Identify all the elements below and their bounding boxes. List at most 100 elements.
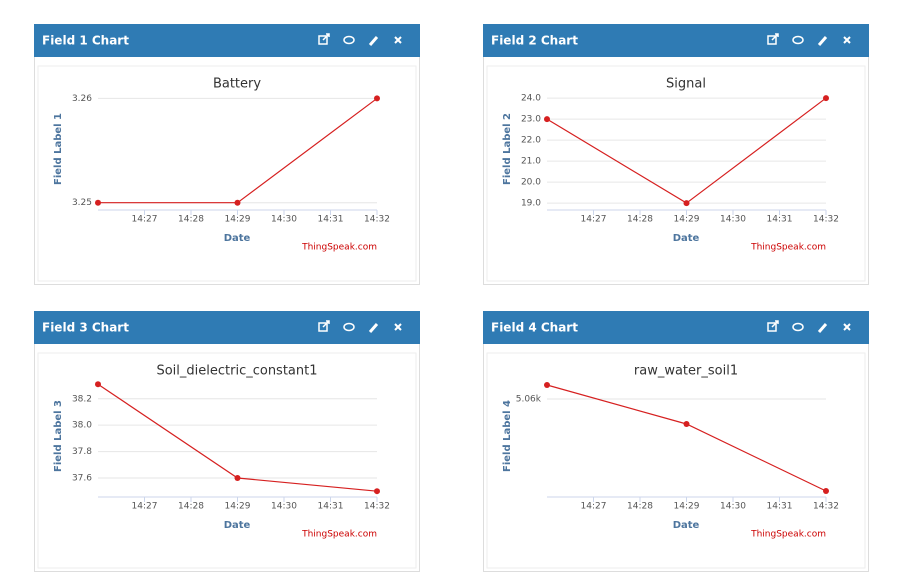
x-tick-label: 14:30 [720, 215, 746, 225]
y-tick-label: 3.25 [72, 198, 92, 208]
close-icon[interactable] [394, 36, 402, 44]
x-tick-label: 14:30 [271, 502, 297, 512]
comment-icon[interactable] [792, 35, 804, 45]
header-icons [318, 320, 402, 333]
data-point [95, 381, 101, 388]
x-axis-label: Date [224, 520, 251, 531]
x-tick-label: 14:31 [767, 502, 793, 512]
edit-icon[interactable] [817, 323, 828, 333]
panel-title: Field 4 Chart [491, 321, 578, 335]
data-point [544, 116, 550, 123]
data-point [823, 95, 829, 102]
panel-title: Field 2 Chart [491, 34, 578, 48]
data-point [683, 421, 690, 427]
y-tick-label: 37.6 [72, 473, 92, 483]
x-tick-label: 14:32 [364, 502, 390, 512]
x-tick-label: 14:29 [225, 502, 251, 512]
y-tick-label: 3.26 [72, 94, 92, 104]
popout-icon[interactable] [318, 322, 328, 332]
credit: ThingSpeak.com [301, 243, 377, 253]
popout-arrow [322, 320, 330, 328]
x-tick-label: 14:31 [318, 502, 344, 512]
x-axis-label: Date [673, 233, 700, 244]
x-tick-label: 14:29 [674, 502, 700, 512]
y-tick-label: 37.8 [72, 447, 92, 457]
chart-title: raw_water_soil1 [634, 364, 738, 379]
panel-header [34, 311, 420, 344]
y-axis-label: Field Label 3 [53, 400, 64, 472]
x-axis-label: Date [673, 520, 700, 531]
data-point [95, 199, 101, 206]
chart-title: Battery [213, 77, 261, 92]
x-tick-label: 14:27 [132, 215, 158, 225]
comment-icon[interactable] [792, 322, 804, 332]
panel-header [483, 24, 869, 57]
y-axis-label: Field Label 4 [502, 400, 513, 472]
x-tick-label: 14:28 [178, 502, 204, 512]
x-tick-label: 14:27 [581, 502, 607, 512]
x-tick-label: 14:28 [627, 502, 653, 512]
x-tick-label: 14:32 [813, 502, 839, 512]
y-tick-label: 24.0 [521, 94, 541, 104]
x-tick-label: 14:27 [581, 215, 607, 225]
edit-icon[interactable] [368, 323, 379, 333]
panel: Field 3 Chart Soil_dielectric_constant1 Fi… [34, 311, 420, 572]
comment-icon[interactable] [343, 35, 355, 45]
edit-icon[interactable] [368, 36, 379, 46]
panel-title: Field 3 Chart [42, 321, 129, 335]
data-point [544, 382, 550, 388]
y-tick-label: 38.0 [72, 421, 92, 431]
credit: ThingSpeak.com [750, 243, 826, 253]
data-point [823, 488, 829, 494]
close-icon[interactable] [394, 323, 402, 331]
y-tick-label: 23.0 [521, 115, 541, 125]
close-icon[interactable] [843, 36, 851, 44]
y-tick-label: 20.0 [521, 178, 541, 188]
chart-title: Signal [666, 77, 706, 92]
y-tick-label: 22.0 [521, 136, 541, 146]
panel: Field 2 Chart Signal Field Label 2 Date Thin… [483, 24, 869, 285]
x-tick-label: 14:30 [271, 215, 297, 225]
y-axis-label: Field Label 2 [502, 113, 513, 185]
comment-icon[interactable] [343, 322, 355, 332]
header-icons [767, 33, 851, 46]
x-tick-label: 14:32 [813, 215, 839, 225]
x-tick-label: 14:31 [318, 215, 344, 225]
x-tick-label: 14:29 [674, 215, 700, 225]
popout-arrow [771, 33, 779, 41]
popout-icon[interactable] [767, 35, 777, 45]
x-tick-label: 14:31 [767, 215, 793, 225]
x-tick-label: 14:27 [132, 502, 158, 512]
chart-title: Soil_dielectric_constant1 [156, 364, 317, 379]
y-tick-label: 21.0 [521, 157, 541, 167]
data-point [374, 488, 380, 495]
popout-arrow [322, 33, 330, 41]
popout-arrow [771, 320, 779, 328]
x-axis-label: Date [224, 233, 251, 244]
chart-frame [37, 65, 417, 282]
panel-title: Field 1 Chart [42, 34, 129, 48]
header-icons [767, 320, 851, 333]
y-axis-label: Field Label 1 [53, 113, 64, 185]
panel-header [34, 24, 420, 57]
panel-header [483, 311, 869, 344]
y-tick-label: 5.06k [516, 395, 542, 405]
popout-icon[interactable] [767, 322, 777, 332]
panel: Field 4 Chart raw_water_soil1 Field Label … [483, 311, 869, 572]
close-icon[interactable] [843, 323, 851, 331]
popout-icon[interactable] [318, 35, 328, 45]
chart-frame [486, 352, 866, 569]
data-point [234, 474, 241, 481]
chart-frame [486, 65, 866, 282]
y-tick-label: 19.0 [521, 199, 541, 209]
credit: ThingSpeak.com [750, 530, 826, 540]
chart-frame [37, 352, 417, 569]
x-tick-label: 14:28 [178, 215, 204, 225]
data-point [374, 95, 380, 102]
panel: Field 1 Chart Battery Field Label 1 Date Thi… [34, 24, 420, 285]
edit-icon[interactable] [817, 36, 828, 46]
y-tick-label: 38.2 [72, 394, 92, 404]
data-point [234, 199, 241, 206]
x-tick-label: 14:32 [364, 215, 390, 225]
